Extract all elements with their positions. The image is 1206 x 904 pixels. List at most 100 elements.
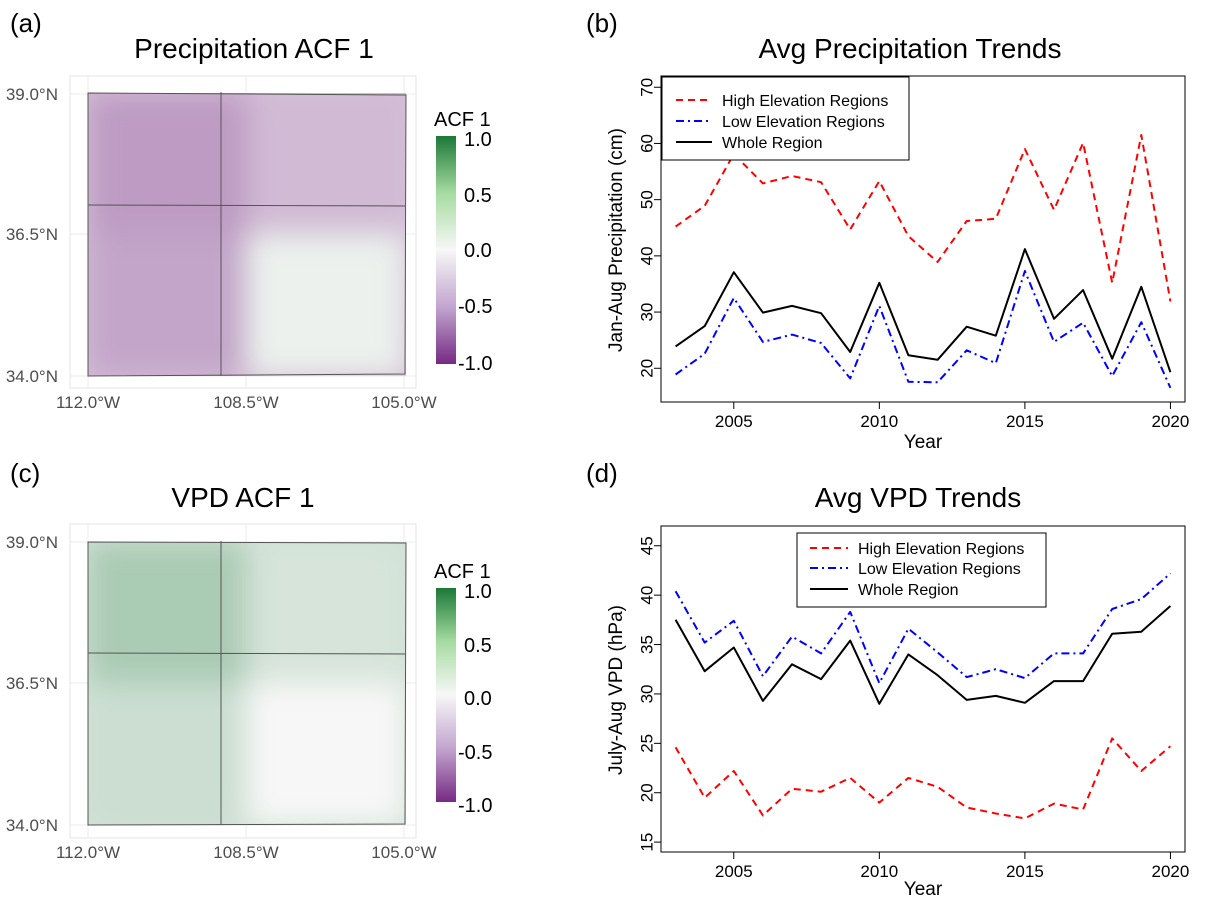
legend-d: High Elevation Regions Low Elevation Reg… <box>796 532 1047 608</box>
acf-map-a <box>88 93 406 376</box>
colorbar-a: ACF 1 1.0 0.5 0.0 -0.5 -1.0 <box>434 109 492 375</box>
x-tick-label-a: 105.0°W <box>371 393 436 412</box>
y-tick-label-d: 25 <box>638 734 657 753</box>
colorbar-c: ACF 1 1.0 0.5 0.0 -0.5 -1.0 <box>434 561 492 817</box>
x-tick-label-d: 2010 <box>860 862 898 881</box>
series-line-whole-region-b <box>675 248 1172 373</box>
colorbar-tick-c: -1.0 <box>458 795 492 817</box>
x-tick-label-d: 2015 <box>1006 862 1044 881</box>
colorbar-gradient-a <box>436 136 456 364</box>
y-tick-label-b: 30 <box>638 303 657 322</box>
y-tick-label-b: 70 <box>638 78 657 97</box>
plot-frame-d <box>660 525 1186 853</box>
y-tick-label-a: 39.0°N <box>6 85 58 104</box>
map-region-north-east <box>247 93 406 235</box>
y-tick-label-b: 60 <box>638 134 657 153</box>
colorbar-tick-a: 0.0 <box>464 240 492 262</box>
x-tick-label-c: 112.0°W <box>56 843 120 862</box>
x-axis-b: 2005 2010 2015 2020 <box>715 402 1189 431</box>
legend-b: High Elevation Regions Low Elevation Reg… <box>661 76 910 161</box>
map-texture <box>88 93 406 376</box>
map-title-a: Precipitation ACF 1 <box>134 33 374 64</box>
series-line-low-elevation-regions-d <box>674 572 1172 685</box>
y-axis-d: 15 20 25 30 35 40 45 <box>638 536 661 852</box>
y-tick-label-d: 45 <box>638 536 657 555</box>
panel-label-b: (b) <box>586 8 618 38</box>
y-tick-label-d: 30 <box>638 684 657 703</box>
panel-label-d: (d) <box>586 458 618 488</box>
panel-b: (b) Avg Precipitation Trends 20 30 40 50 60 7… <box>586 8 1189 453</box>
y-tick-label-a: 34.0°N <box>6 367 58 386</box>
y-tick-label-b: 40 <box>638 246 657 265</box>
y-tick-label-c: 39.0°N <box>6 533 58 552</box>
panel-c: (c) VPD ACF 1 39.0°N 36.5°N 34.0°N 112.0… <box>6 458 493 862</box>
legend-box-d <box>796 532 1047 608</box>
y-axis-label-d: July-Aug VPD (hPa) <box>606 605 627 775</box>
legend-label-whole-d: Whole Region <box>858 582 959 599</box>
y-tick-label-b: 50 <box>638 190 657 209</box>
acf-map-c <box>88 542 406 825</box>
chart-title-d: Avg VPD Trends <box>815 482 1021 513</box>
legend-label-whole-b: Whole Region <box>722 135 823 152</box>
y-tick-label-d: 35 <box>638 635 657 654</box>
colorbar-tick-a: 0.5 <box>464 185 492 207</box>
y-tick-label-c: 36.5°N <box>6 674 58 693</box>
x-tick-label-c: 105.0°W <box>371 843 436 862</box>
colorbar-tick-c: -0.5 <box>458 742 492 764</box>
x-tick-label-b: 2020 <box>1152 412 1190 431</box>
y-tick-label-a: 36.5°N <box>6 225 58 244</box>
x-tick-label-d: 2020 <box>1152 862 1190 881</box>
map-title-c: VPD ACF 1 <box>171 482 314 513</box>
x-tick-label-c: 108.5°W <box>213 843 278 862</box>
y-axis-a: 39.0°N 36.5°N 34.0°N <box>6 85 58 386</box>
legend-label-high-b: High Elevation Regions <box>722 93 888 110</box>
x-tick-label-a: 112.0°W <box>56 393 120 412</box>
x-axis-label-d: Year <box>904 879 943 900</box>
y-tick-label-d: 15 <box>638 833 657 852</box>
x-axis-a: 112.0°W 108.5°W 105.0°W <box>56 393 437 412</box>
colorbar-tick-c: 1.0 <box>464 581 492 603</box>
x-axis-c: 112.0°W 108.5°W 105.0°W <box>56 843 437 862</box>
legend-box-b <box>661 76 910 161</box>
colorbar-tick-a: -1.0 <box>458 353 492 375</box>
series-lines-d <box>674 572 1172 820</box>
colorbar-tick-a: 1.0 <box>464 129 492 151</box>
panel-label-c: (c) <box>10 458 40 488</box>
state-borders-c <box>87 541 407 826</box>
colorbar-tick-a: -0.5 <box>458 296 492 318</box>
y-axis-b: 20 30 40 50 60 70 <box>638 78 661 378</box>
map-region-south-east <box>247 683 406 825</box>
series-lines-b <box>675 134 1172 389</box>
series-line-high-elevation-regions-d <box>674 737 1172 820</box>
series-line-low-elevation-regions-b <box>675 270 1172 389</box>
plot-frame-b <box>660 75 1186 403</box>
panel-label-a: (a) <box>10 8 42 38</box>
chart-title-b: Avg Precipitation Trends <box>759 33 1062 64</box>
y-axis-c: 39.0°N 36.5°N 34.0°N <box>6 533 58 835</box>
colorbar-title-c: ACF 1 <box>434 561 491 583</box>
series-line-high-elevation-regions-b <box>675 134 1172 302</box>
x-tick-label-b: 2005 <box>715 412 753 431</box>
legend-label-high-d: High Elevation Regions <box>858 541 1024 558</box>
y-tick-label-b: 20 <box>638 359 657 378</box>
series-line-whole-region-d <box>674 605 1172 705</box>
y-tick-label-d: 20 <box>638 783 657 802</box>
colorbar-gradient-c <box>436 588 456 802</box>
y-axis-label-b: Jan-Aug Precipitation (cm) <box>606 128 627 352</box>
panel-a: (a) Precipitation ACF 1 39.0°N 36.5°N 34… <box>6 8 493 412</box>
x-tick-label-a: 108.5°W <box>213 393 278 412</box>
x-axis-d: 2005 2010 2015 2020 <box>715 852 1189 881</box>
map-region-south-east <box>247 234 406 376</box>
x-tick-label-d: 2005 <box>715 862 753 881</box>
y-tick-label-d: 40 <box>638 586 657 605</box>
y-tick-label-c: 34.0°N <box>6 816 58 835</box>
x-tick-label-b: 2010 <box>860 412 898 431</box>
state-borders-a <box>87 92 407 377</box>
x-axis-label-b: Year <box>904 432 943 453</box>
legend-label-low-d: Low Elevation Regions <box>858 561 1021 578</box>
colorbar-title-a: ACF 1 <box>434 109 491 131</box>
map-region-north-east <box>247 542 406 684</box>
colorbar-tick-c: 0.0 <box>464 688 492 710</box>
